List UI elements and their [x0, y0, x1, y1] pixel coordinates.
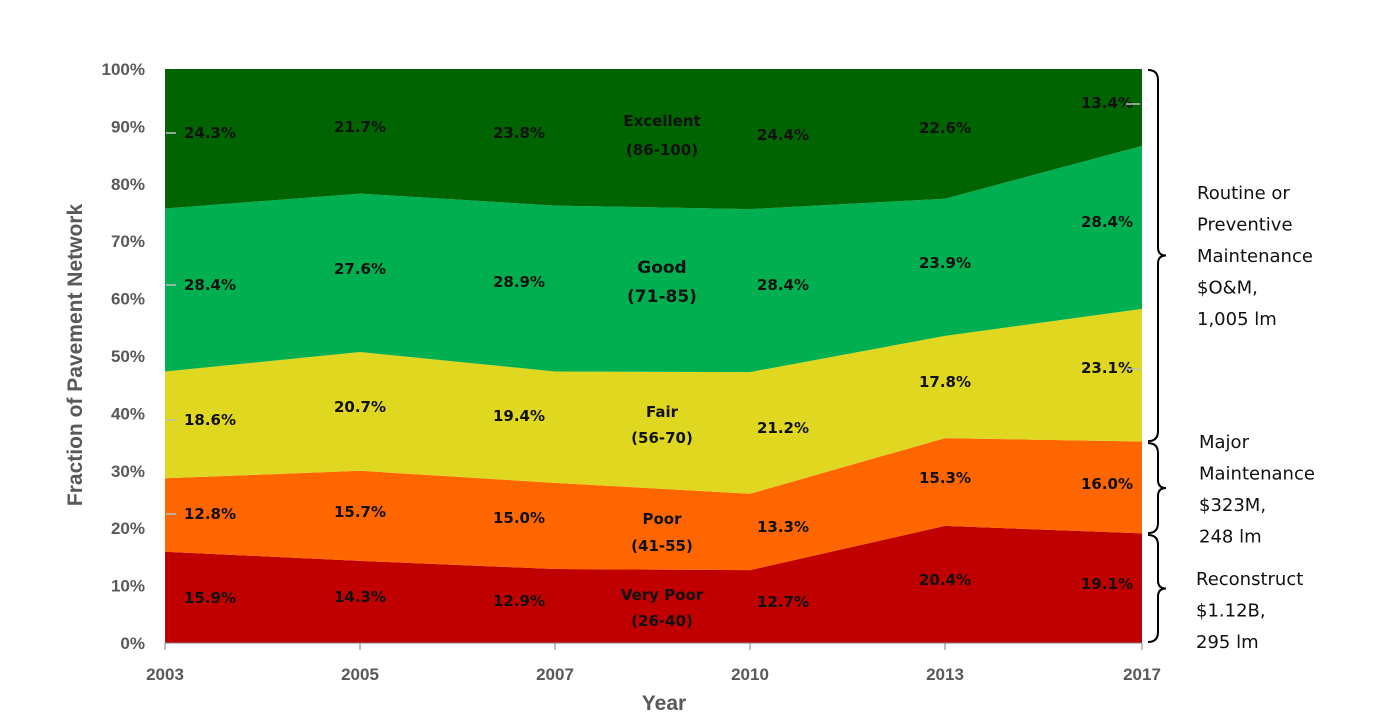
data-label: 18.6%: [184, 411, 236, 429]
bracket-label: $O&M,: [1197, 278, 1258, 299]
data-label: 23.9%: [919, 254, 971, 272]
x-tick-label: 2005: [341, 665, 379, 684]
data-label: 22.6%: [919, 119, 971, 137]
category-range: (71-85): [627, 287, 697, 307]
bracket-label: Maintenance: [1199, 464, 1315, 485]
category-range: (26-40): [631, 612, 693, 630]
bracket-label: Preventive: [1197, 215, 1293, 236]
x-tick-label: 2017: [1123, 665, 1161, 684]
y-axis: 0% 10% 20% 30% 40% 50% 60% 70% 80% 90% 100%: [102, 60, 145, 653]
category-name: Good: [637, 258, 686, 278]
data-label: 13.4%: [1081, 94, 1133, 112]
bracket-label: Routine or: [1197, 183, 1290, 204]
bracket-label: $1.12B,: [1196, 601, 1266, 622]
bracket: [1147, 69, 1167, 443]
y-tick-label: 50%: [111, 347, 145, 366]
area-fair: [165, 308, 1142, 494]
category-range: (56-70): [631, 429, 693, 447]
category-range: (41-55): [631, 537, 693, 555]
y-tick-label: 30%: [111, 462, 145, 481]
data-label: 27.6%: [334, 260, 386, 278]
y-tick-label: 100%: [102, 60, 145, 79]
category-name: Excellent: [623, 112, 700, 130]
data-label: 21.7%: [334, 118, 386, 136]
data-labels: 15.9% 14.3% 12.9% 12.7% 20.4% 19.1% 12.8% 15.7%…: [166, 94, 1140, 611]
bracket-label: 248 lm: [1199, 527, 1262, 548]
area-good: [165, 145, 1142, 373]
data-label: 21.2%: [757, 419, 809, 437]
data-label: 19.4%: [493, 407, 545, 425]
y-tick-label: 80%: [111, 175, 145, 194]
y-tick-label: 40%: [111, 404, 145, 423]
data-label: 20.7%: [334, 398, 386, 416]
bracket: [1147, 442, 1167, 534]
area-very-poor: [165, 525, 1142, 643]
data-label: 15.7%: [334, 503, 386, 521]
data-label: 12.7%: [757, 593, 809, 611]
category-range: (86-100): [626, 141, 698, 159]
data-label: 15.9%: [184, 589, 236, 607]
category-name: Fair: [646, 403, 679, 421]
data-label: 24.4%: [757, 126, 809, 144]
data-label: 28.9%: [493, 273, 545, 291]
data-label: 20.4%: [919, 571, 971, 589]
data-label: 19.1%: [1081, 575, 1133, 593]
x-tick-label: 2010: [731, 665, 769, 684]
x-tick-label: 2003: [146, 665, 184, 684]
data-label: 17.8%: [919, 373, 971, 391]
category-name: Poor: [642, 510, 682, 528]
data-label: 23.1%: [1081, 359, 1133, 377]
x-tick-label: 2007: [536, 665, 574, 684]
y-tick-label: 0%: [120, 634, 145, 653]
data-label: 23.8%: [493, 124, 545, 142]
x-axis: 2003 2005 2007 2010 2013 2017: [146, 642, 1161, 684]
bracket: [1147, 533, 1167, 643]
area-excellent: [165, 69, 1142, 210]
bracket-label: $323M,: [1199, 495, 1266, 516]
data-label: 15.0%: [493, 509, 545, 527]
data-label: 28.4%: [1081, 213, 1133, 231]
bracket-label: 295 lm: [1196, 632, 1259, 653]
data-label: 13.3%: [757, 518, 809, 536]
brackets: Routine or Preventive Maintenance $O&M, 1,00…: [1147, 69, 1315, 653]
data-label: 28.4%: [757, 276, 809, 294]
bracket-label: 1,005 lm: [1197, 309, 1277, 330]
bracket-label: Reconstruct: [1196, 569, 1303, 590]
x-axis-title: Year: [642, 692, 686, 715]
bracket-label: Maintenance: [1197, 246, 1313, 267]
y-tick-label: 90%: [111, 117, 145, 136]
y-tick-label: 20%: [111, 519, 145, 538]
data-label: 14.3%: [334, 588, 386, 606]
category-name: Very Poor: [621, 586, 704, 604]
y-tick-label: 10%: [111, 577, 145, 596]
y-tick-label: 60%: [111, 290, 145, 309]
data-label: 12.8%: [184, 505, 236, 523]
bracket-label: Major: [1199, 432, 1250, 453]
category-labels: Very Poor (26-40) Poor (41-55) Fair (56-70) Go…: [621, 112, 704, 630]
data-label: 28.4%: [184, 276, 236, 294]
x-tick-label: 2013: [926, 665, 964, 684]
data-label: 12.9%: [493, 592, 545, 610]
data-label: 15.3%: [919, 469, 971, 487]
area-layers: [165, 69, 1142, 643]
data-label: 24.3%: [184, 124, 236, 142]
data-label: 16.0%: [1081, 475, 1133, 493]
y-tick-label: 70%: [111, 232, 145, 251]
area-poor: [165, 438, 1142, 571]
y-axis-title: Fraction of Pavement Network: [64, 204, 87, 507]
